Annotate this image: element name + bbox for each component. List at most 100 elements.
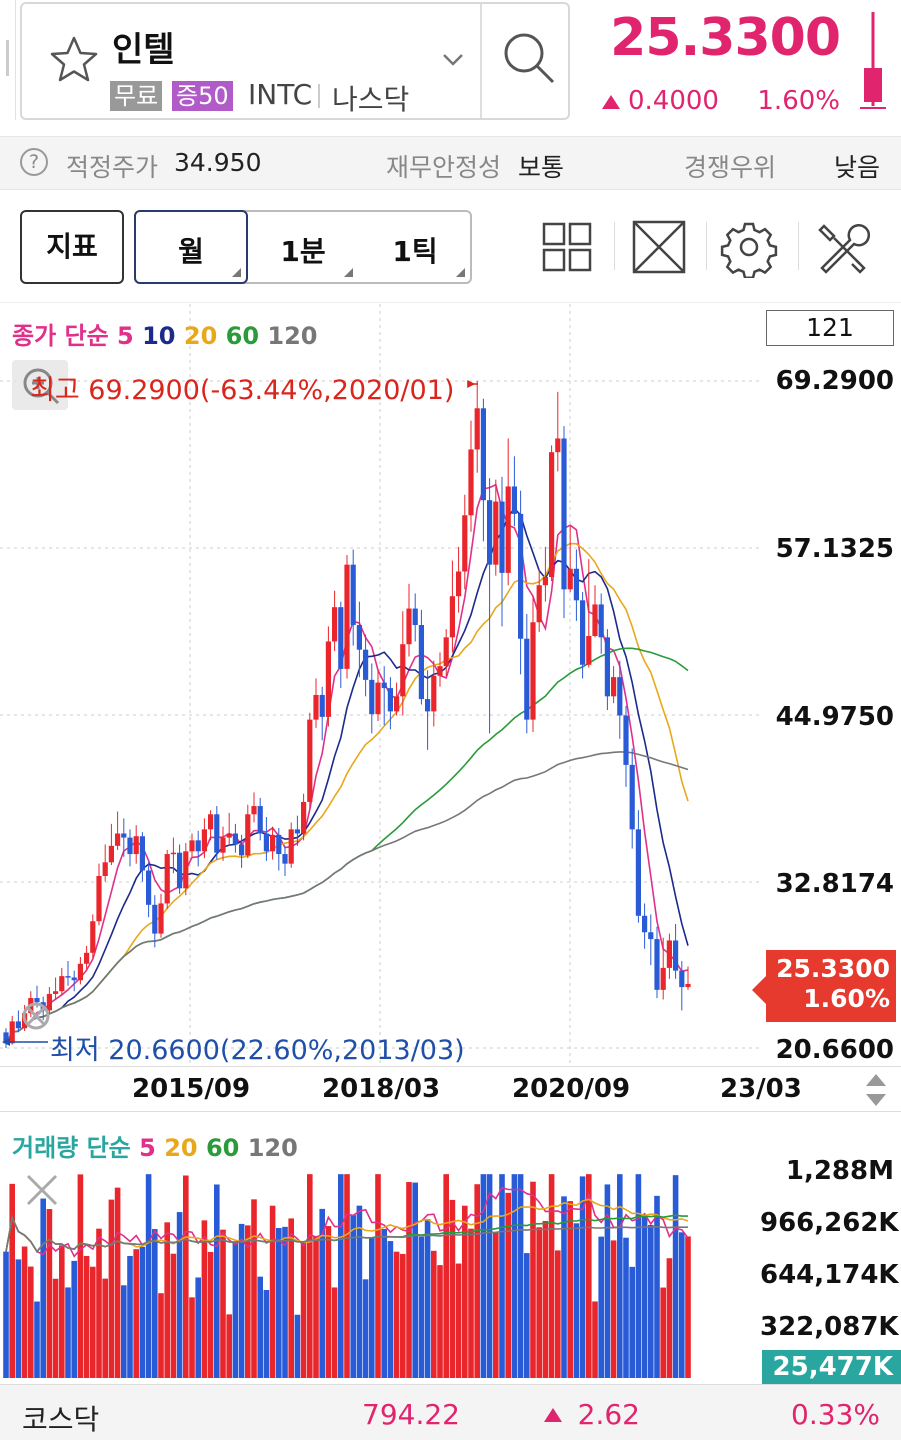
volume-ma-legend[interactable]: 거래량 단순 5 20 60 120: [12, 1128, 298, 1163]
volume-bar: [59, 1245, 65, 1378]
volume-bar: [623, 1237, 629, 1378]
x-axis[interactable]: [0, 1066, 901, 1112]
financial-stability-value: 보통: [518, 153, 565, 182]
expand-icon[interactable]: [628, 216, 690, 278]
ma-legend-60: 60: [225, 322, 260, 350]
close-icon[interactable]: [22, 1170, 62, 1210]
price-axis[interactable]: [760, 304, 901, 1066]
candle-body: [642, 915, 648, 933]
volume-bar: [412, 1182, 418, 1378]
volume-bar: [499, 1174, 505, 1378]
candle-body: [46, 993, 52, 1011]
search-icon[interactable]: [497, 26, 561, 90]
candle-body: [325, 641, 331, 717]
mini-candle-icon: [860, 12, 886, 109]
candle-body: [90, 921, 96, 953]
divider: [318, 84, 320, 108]
candle-body: [108, 845, 114, 863]
reset-zoom-icon[interactable]: [16, 998, 62, 1038]
volume-bar: [635, 1174, 642, 1378]
current-price-tag-pointer: [752, 976, 766, 1004]
candle-body: [598, 604, 604, 638]
volume-chart-svg[interactable]: [0, 1112, 760, 1384]
volume-tick-label: 322,087K: [760, 1312, 899, 1342]
candle-body: [195, 840, 201, 852]
candle-body: [158, 903, 164, 934]
volume-bar: [344, 1174, 350, 1378]
ma-legend-20: 20: [183, 322, 218, 350]
candle-body: [555, 438, 561, 453]
candle-body: [319, 694, 325, 717]
candle-body: [394, 696, 400, 712]
volume-bar: [90, 1266, 96, 1378]
volume-bar: [362, 1279, 369, 1378]
help-icon[interactable]: ?: [20, 148, 48, 176]
stock-selector[interactable]: 인텔 무료 증50 INTC 나스닥: [20, 2, 570, 120]
candle-body: [177, 852, 183, 889]
corner-indicator: [232, 268, 241, 277]
volume-bar: [226, 1314, 232, 1378]
volume-bar: [46, 1209, 53, 1378]
gear-icon[interactable]: [718, 216, 780, 278]
scroll-updown-icon[interactable]: [862, 1072, 890, 1108]
volume-bar: [251, 1199, 257, 1378]
volume-bar: [3, 1251, 9, 1378]
volume-bar: [685, 1236, 691, 1378]
competitive-advantage-value: 낮음: [834, 153, 881, 182]
volume-bar: [207, 1251, 214, 1378]
volume-bar: [604, 1184, 611, 1378]
period-tab-month[interactable]: 월: [178, 235, 204, 268]
candle-body: [170, 852, 176, 855]
volume-bar: [21, 1246, 28, 1378]
x-tick-label: 2015/09: [132, 1074, 251, 1104]
zoom-icon[interactable]: [12, 360, 68, 410]
volume-bar: [183, 1175, 189, 1378]
volume-bar: [114, 1187, 121, 1378]
volume-bar: [313, 1236, 319, 1378]
divider: [480, 4, 482, 118]
volume-bar: [679, 1232, 685, 1378]
candle-body: [425, 699, 431, 712]
volume-bar: [71, 1260, 77, 1378]
period-tab-tick[interactable]: 1틱: [392, 235, 438, 268]
volume-bar: [548, 1174, 555, 1378]
indicator-button[interactable]: 지표: [20, 210, 124, 284]
volume-bar: [220, 1229, 226, 1378]
volume-bar: [517, 1174, 524, 1378]
period-tab-selected[interactable]: [134, 210, 248, 284]
fair-price-label: 적정주가: [66, 153, 159, 182]
volume-bar: [660, 1287, 666, 1378]
volume-bar: [276, 1227, 282, 1378]
candle-body: [611, 677, 617, 697]
stock-name: 인텔: [112, 30, 175, 70]
volume-bar: [232, 1242, 239, 1378]
candle-body: [511, 486, 517, 514]
candle-body: [239, 844, 245, 856]
index-ticker-bar[interactable]: [0, 1384, 901, 1440]
price-ma-legend[interactable]: 종가 단순 5 10 20 60 120: [12, 316, 318, 351]
candle-body: [387, 688, 393, 712]
candle-body: [208, 814, 214, 830]
chevron-down-icon[interactable]: [438, 44, 468, 74]
ma-legend-5: 5: [117, 322, 134, 350]
star-icon[interactable]: [44, 30, 104, 90]
volume-bar: [189, 1297, 195, 1378]
volume-bar: [418, 1236, 425, 1378]
volume-bar: [567, 1201, 573, 1378]
candle-body: [400, 644, 406, 697]
side-handle[interactable]: [0, 0, 16, 120]
vol-legend-5: 5: [139, 1134, 156, 1162]
grid-layout-icon[interactable]: [536, 216, 598, 278]
tools-icon[interactable]: [812, 216, 874, 278]
volume-bar: [288, 1218, 294, 1378]
candle-count-box[interactable]: 121: [766, 310, 894, 346]
candle-body: [96, 876, 102, 922]
candle-body: [648, 932, 654, 940]
candle-body: [251, 806, 257, 815]
period-tab-minute[interactable]: 1분: [280, 235, 326, 268]
volume-bar: [152, 1229, 158, 1378]
candle-body: [635, 829, 641, 916]
volume-bar: [145, 1174, 152, 1378]
candle-body: [53, 991, 59, 994]
candle-body: [189, 840, 195, 852]
